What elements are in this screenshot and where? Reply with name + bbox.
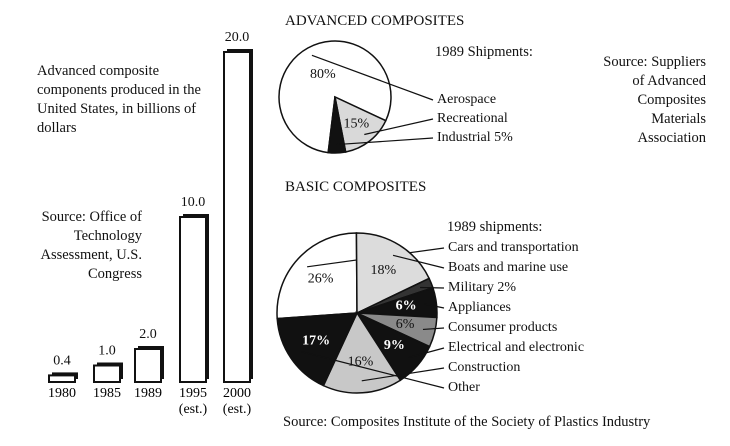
legend-label: Industrial 5% [437, 130, 513, 145]
bar [48, 374, 76, 383]
legend-label: Military 2% [448, 280, 516, 295]
pie-slice [327, 96, 347, 154]
legend-label: Boats and marine use [448, 260, 568, 275]
leader-line [422, 327, 445, 331]
bar [179, 216, 207, 383]
x-tick-label: 1985 [93, 386, 121, 401]
leader-line [364, 118, 434, 136]
leader-line [408, 347, 445, 359]
pie2-subtitle: 1989 shipments: [447, 219, 543, 235]
value-label: 1.0 [98, 344, 116, 359]
value-label: 18% [370, 263, 396, 278]
bar [134, 348, 162, 383]
leader-line [424, 303, 445, 309]
value-label: 2.0 [139, 327, 157, 342]
value-label: 17% [302, 333, 330, 348]
x-tick-label: 1989 [134, 386, 162, 401]
pie-slice [276, 232, 358, 320]
legend-label: Electrical and electronic [448, 340, 584, 355]
value-label: 15% [344, 117, 370, 132]
x-tick-label: 2000 (est.) [222, 386, 252, 417]
pie-slice [276, 312, 359, 387]
legend-label: Cars and transportation [448, 240, 579, 255]
value-label: 6% [396, 317, 415, 332]
value-label: 9% [384, 338, 405, 353]
pie1-source: Source: Suppliers of Advanced Composites… [603, 54, 706, 146]
value-label: 26% [308, 272, 334, 287]
value-label: 6% [396, 299, 417, 314]
value-label: 10.0 [181, 195, 206, 210]
pie-slice [333, 95, 387, 153]
pie-slice [355, 232, 431, 315]
leader-line [336, 137, 434, 146]
pie2-title: BASIC COMPOSITES [285, 179, 427, 195]
bar [93, 364, 121, 383]
value-label: 20.0 [225, 30, 250, 45]
pie2-source: Source: Composites Institute of the Soci… [283, 414, 651, 430]
leader-line [311, 54, 434, 101]
bar-title: Advanced composite components produced i… [37, 63, 201, 136]
legend-label: Consumer products [448, 320, 557, 335]
bar-source: Source: Office of Technology Assessment,… [40, 209, 142, 282]
leader-line [300, 351, 445, 389]
legend-label: Appliances [448, 300, 511, 315]
legend-label: Aerospace [437, 92, 496, 107]
value-label: 16% [348, 355, 374, 370]
pie1-title: ADVANCED COMPOSITES [285, 13, 465, 29]
value-label: 0.4 [53, 354, 71, 369]
pie-slice [322, 311, 402, 394]
pie1-subtitle: 1989 Shipments: [435, 44, 533, 60]
legend-label: Recreational [437, 111, 508, 126]
leader-line [392, 254, 445, 269]
legend-label: Construction [448, 360, 520, 375]
leader-line [361, 367, 445, 382]
value-label: 80% [310, 67, 336, 82]
x-tick-label: 1980 [48, 386, 76, 401]
x-tick-label: 1995 (est.) [178, 386, 208, 417]
bar [223, 51, 251, 383]
legend-label: Other [448, 380, 480, 395]
